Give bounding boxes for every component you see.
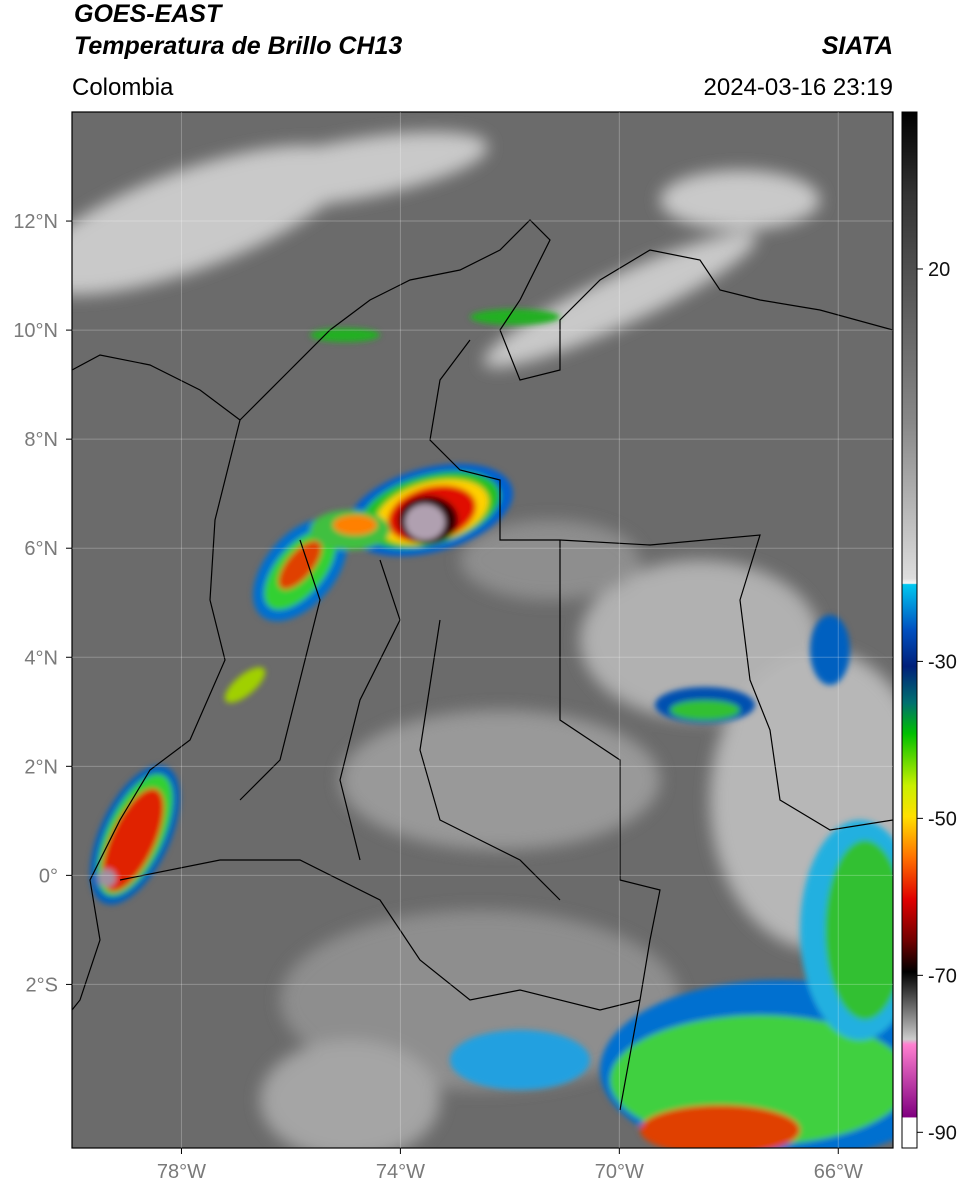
lon-tick-label: 78°W	[157, 1161, 206, 1183]
subtitle: Temperatura de Brillo CH13	[74, 32, 402, 60]
lat-tick-label: 2°N	[24, 756, 58, 778]
title: GOES-EAST	[74, 0, 224, 28]
lat-tick-label: 4°N	[24, 647, 58, 669]
lon-tick-label: 74°W	[376, 1161, 425, 1183]
colorbar	[901, 111, 918, 1149]
colorbar-tick-label: 20	[928, 259, 950, 281]
satellite-image	[72, 112, 893, 1148]
lon-tick-label: 70°W	[595, 1161, 644, 1183]
lat-tick-label: 8°N	[24, 429, 58, 451]
map-frame	[71, 111, 894, 1149]
source: SIATA	[822, 32, 893, 60]
colorbar-tick-label: -90	[928, 1122, 957, 1144]
colorbar-tick-label: -50	[928, 808, 957, 830]
region: Colombia	[72, 74, 174, 101]
timestamp: 2024-03-16 23:19	[704, 74, 894, 101]
lat-tick-label: 6°N	[24, 538, 58, 560]
lat-tick-label: 12°N	[13, 211, 58, 233]
lon-tick-label: 66°W	[814, 1161, 863, 1183]
colorbar-tick-label: -70	[928, 965, 957, 987]
colorbar-tick-label: -30	[928, 651, 957, 673]
lat-tick-label: 2°S	[26, 974, 58, 996]
lat-tick-label: 0°	[39, 865, 58, 887]
lat-tick-label: 10°N	[13, 320, 58, 342]
